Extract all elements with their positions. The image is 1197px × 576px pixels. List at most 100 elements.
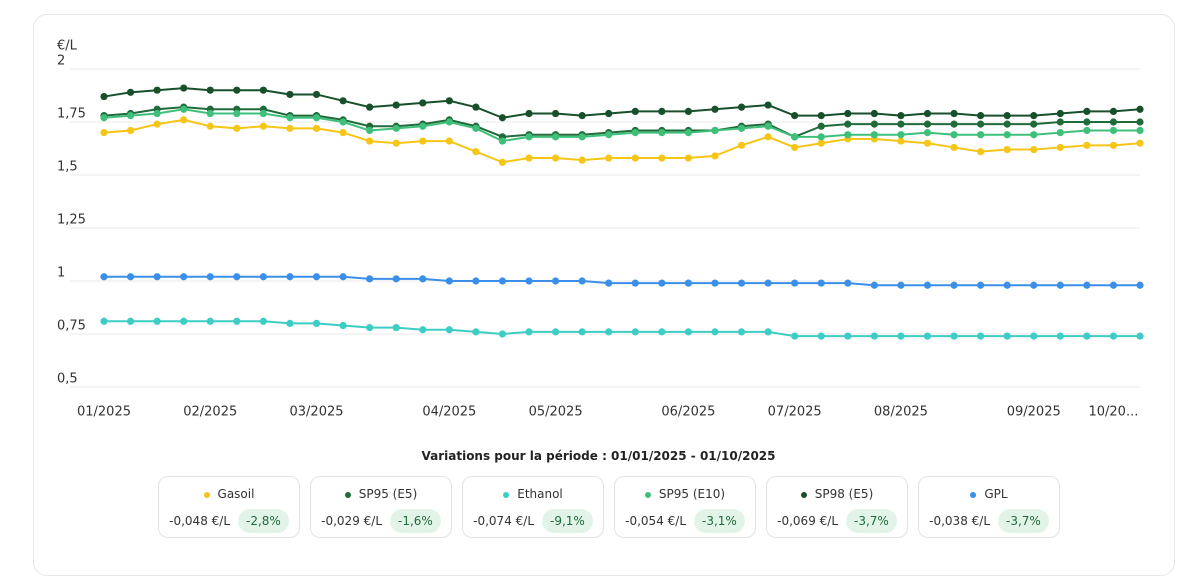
legend-entry: SP98 (E5) xyxy=(767,487,907,501)
data-point xyxy=(1003,112,1011,120)
data-point xyxy=(817,133,825,141)
summary-title: Variations pour la période : 01/01/2025 … xyxy=(421,449,776,463)
data-point xyxy=(737,141,746,149)
data-point xyxy=(1109,107,1118,115)
data-point xyxy=(844,279,852,287)
data-point xyxy=(684,107,693,115)
data-point xyxy=(1056,143,1064,152)
variation-percent: -3,7% xyxy=(998,509,1049,533)
data-point xyxy=(525,154,533,162)
data-point xyxy=(339,321,347,330)
data-point xyxy=(1109,332,1118,340)
data-point xyxy=(1030,112,1038,120)
data-point xyxy=(578,112,586,120)
data-point xyxy=(737,103,746,111)
data-point xyxy=(126,126,135,135)
legend-label: Gasoil xyxy=(217,487,255,501)
variation-card: GPL -0,038 €/L -3,7% xyxy=(918,476,1060,538)
data-point xyxy=(711,126,719,135)
variation-change: -0,069 €/L xyxy=(777,514,839,528)
data-point xyxy=(684,129,693,137)
y-tick-label: 0,75 xyxy=(57,319,86,334)
data-point xyxy=(259,109,267,118)
data-point xyxy=(844,131,852,139)
data-point xyxy=(392,124,400,132)
legend-entry: SP95 (E10) xyxy=(615,487,755,501)
data-point xyxy=(737,124,746,132)
data-point xyxy=(392,139,400,147)
data-point xyxy=(392,101,400,109)
data-point xyxy=(764,133,772,141)
data-point xyxy=(153,109,161,118)
data-point xyxy=(339,273,347,281)
data-point xyxy=(977,281,985,289)
variation-row: -0,048 €/L -2,8% xyxy=(159,509,299,533)
data-point xyxy=(312,124,321,132)
data-point xyxy=(286,319,294,327)
data-point xyxy=(339,129,347,137)
data-point xyxy=(366,324,374,332)
x-tick-label: 09/2025 xyxy=(1007,405,1061,420)
data-point xyxy=(286,90,294,99)
data-point xyxy=(100,114,108,122)
data-point xyxy=(631,154,639,162)
data-point xyxy=(445,326,453,334)
data-point xyxy=(870,109,878,118)
data-point xyxy=(897,120,905,128)
data-point xyxy=(578,156,586,164)
data-point xyxy=(233,273,241,281)
data-point xyxy=(817,112,825,120)
summary-cards: Gasoil -0,048 €/L -2,8% SP95 (E5) -0,029 €/L… xyxy=(158,476,1060,538)
data-point xyxy=(551,328,560,336)
data-point xyxy=(419,137,427,145)
legend-entry: Gasoil xyxy=(159,487,299,501)
y-tick-label: 1,25 xyxy=(57,213,86,228)
data-point xyxy=(126,112,135,120)
data-point xyxy=(950,131,958,139)
legend-dot xyxy=(203,491,210,498)
data-point xyxy=(870,131,878,139)
data-point xyxy=(711,105,719,113)
data-point xyxy=(392,324,400,332)
variation-row: -0,054 €/L -3,1% xyxy=(615,509,755,533)
data-point xyxy=(100,92,108,101)
data-point xyxy=(817,279,825,287)
data-point xyxy=(180,273,188,281)
data-point xyxy=(1083,126,1091,135)
x-tick-label: 01/2025 xyxy=(77,405,131,420)
data-point xyxy=(1083,332,1091,340)
data-point xyxy=(791,279,799,287)
data-point xyxy=(1136,281,1144,289)
data-point xyxy=(1136,126,1144,135)
data-point xyxy=(445,137,453,145)
data-point xyxy=(1030,332,1038,340)
series-line xyxy=(103,106,1140,138)
data-point xyxy=(180,105,188,113)
x-tick-label: 03/2025 xyxy=(290,405,344,420)
data-point xyxy=(711,279,719,287)
variation-change: -0,048 €/L xyxy=(169,514,231,528)
series-line xyxy=(104,275,1140,287)
data-point xyxy=(950,332,958,340)
data-point xyxy=(1136,105,1144,113)
data-point xyxy=(180,84,188,92)
data-point xyxy=(684,328,693,336)
data-point xyxy=(658,154,666,162)
data-point xyxy=(1109,281,1118,289)
data-point xyxy=(339,118,347,126)
data-point xyxy=(897,112,905,120)
y-axis-label: €/L xyxy=(57,39,78,54)
data-point xyxy=(578,133,586,141)
data-point xyxy=(366,126,374,135)
variation-row: -0,069 €/L -3,7% xyxy=(767,509,907,533)
data-point xyxy=(392,275,400,283)
data-point xyxy=(1056,109,1064,118)
data-point xyxy=(1056,281,1064,289)
data-point xyxy=(658,328,666,336)
data-point xyxy=(1109,141,1118,149)
data-point xyxy=(605,328,613,336)
data-point xyxy=(153,86,161,94)
data-point xyxy=(1083,141,1091,149)
data-point xyxy=(419,326,427,334)
data-point xyxy=(1136,332,1144,340)
